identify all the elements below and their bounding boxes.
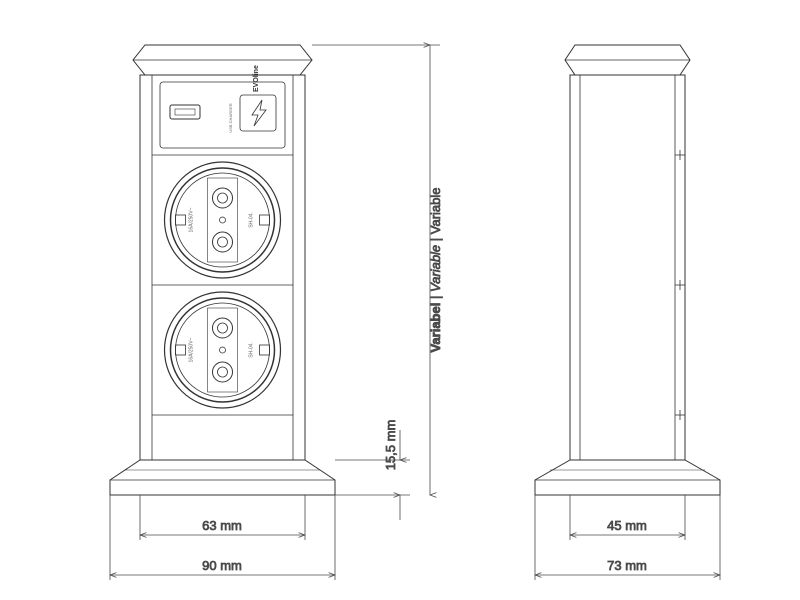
dim-base-height: 15,5 mm — [383, 420, 398, 471]
dim-front-inner: 63 mm — [202, 518, 242, 533]
socket-1: 16A/250V~ SH-04. — [165, 162, 281, 278]
dim-height-variable: Variabel | Variable | Variable — [428, 187, 443, 352]
svg-text:SH-04.: SH-04. — [249, 342, 255, 358]
dim-front-outer: 90 mm — [202, 558, 242, 573]
svg-text:SH-04.: SH-04. — [249, 212, 255, 228]
side-view — [535, 45, 720, 495]
dim-side-inner: 45 mm — [607, 518, 647, 533]
dimensions: 63 mm 90 mm 45 mm 73 mm 15,5 mm Variabel… — [110, 45, 720, 580]
socket-2: 16A/250V~ SH-04. — [165, 292, 281, 408]
brand-label: EVOline — [253, 65, 260, 92]
dim-side-outer: 73 mm — [607, 558, 647, 573]
usb-label: USB CHARGER — [228, 103, 233, 132]
svg-text:16A/250V~: 16A/250V~ — [189, 207, 195, 232]
usb-module: EVOline USB CHARGER — [160, 65, 285, 148]
front-view: EVOline USB CHARGER 16A/250V~ SH-04. — [110, 45, 335, 495]
svg-text:16A/250V~: 16A/250V~ — [189, 337, 195, 362]
